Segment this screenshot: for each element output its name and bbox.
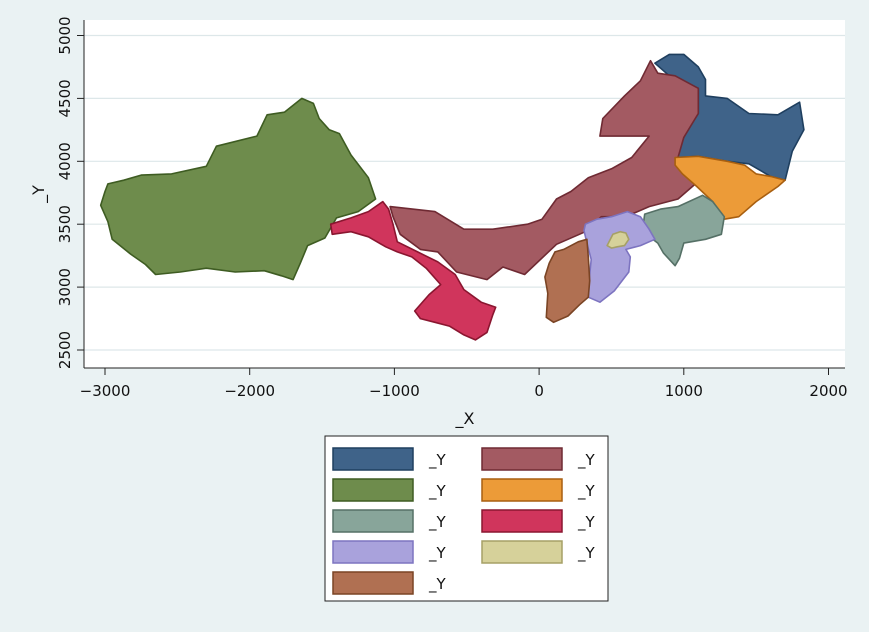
legend-label-4: _Y [577,482,596,501]
x-axis-title: _X [455,409,475,429]
legend-swatch-9 [332,571,414,595]
legend-swatch-5 [332,509,414,533]
legend-label-6: _Y [577,513,596,532]
axes [83,20,845,369]
x-tick-label-4: 1000 [665,382,703,400]
legend-label-9: _Y [428,575,447,594]
map-region-4 [674,155,786,220]
y-tick-label-0: 2500 [56,331,74,369]
legend-label-2: _Y [577,451,596,470]
map-region-3 [99,97,377,281]
legend-swatch-7 [332,540,414,564]
x-tick-label-1: −2000 [224,382,275,400]
y-tick-label-2: 3500 [56,205,74,243]
map-regions [99,53,805,341]
y-tick-label-1: 3000 [56,268,74,306]
x-ticks: −3000 −2000 −1000 0 1000 2000 [80,368,848,400]
legend-label-5: _Y [428,513,447,532]
map-region-7 [583,210,656,304]
map-region-9 [544,238,591,324]
x-tick-label-2: −1000 [369,382,420,400]
map-region-6 [329,200,497,341]
x-tick-label-0: −3000 [80,382,131,400]
map-region-2 [389,59,703,281]
y-tick-label-5: 5000 [56,16,74,54]
map-region-8 [606,230,630,249]
x-tick-label-5: 2000 [809,382,847,400]
y-tick-label-3: 4000 [56,142,74,180]
legend-swatch-6 [481,509,563,533]
legend-swatch-1 [332,447,414,471]
legend-label-3: _Y [428,482,447,501]
legend-swatch-2 [481,447,563,471]
y-axis-title: _Y [29,185,49,204]
y-tick-label-4: 4500 [56,79,74,117]
legend-swatch-4 [481,478,563,502]
y-ticks: 2500 3000 3500 4000 4500 5000 [56,16,84,369]
legend: _Y _Y _Y _Y _Y _Y _Y _Y _Y [332,447,596,595]
legend-label-7: _Y [428,544,447,563]
legend-label-8: _Y [577,544,596,563]
legend-swatch-3 [332,478,414,502]
legend-label-1: _Y [428,451,447,470]
x-tick-label-3: 0 [534,382,544,400]
legend-swatch-8 [481,540,563,564]
